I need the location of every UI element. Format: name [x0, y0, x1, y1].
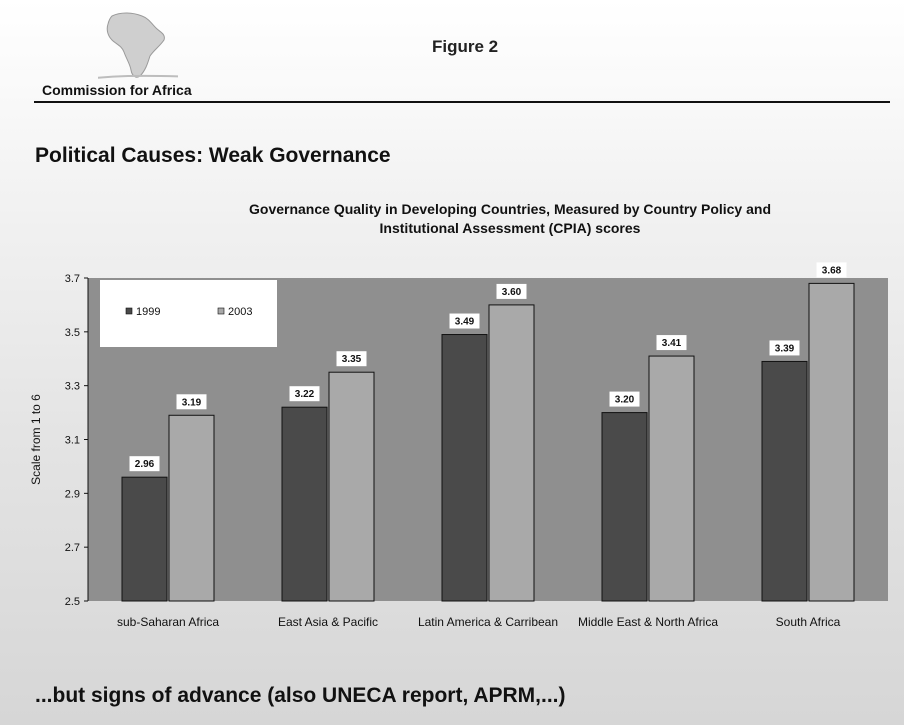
y-tick-label-5: 3.5	[65, 327, 80, 339]
bar-2003-3	[648, 355, 695, 602]
bar-1999-4	[761, 360, 808, 602]
data-label-box-2003-0	[176, 394, 207, 410]
legend-swatch-2003	[217, 307, 225, 315]
data-label-box-1999-2	[449, 313, 480, 329]
y-tick-label-2: 2.9	[65, 488, 80, 500]
data-label-1999-1: 3.22	[295, 389, 315, 400]
data-label-box-1999-1	[289, 386, 320, 402]
x-tick-label-3: Middle East & North Africa	[578, 615, 718, 629]
y-tick-label-4: 3.3	[65, 381, 80, 393]
data-label-box-2003-4	[816, 262, 847, 278]
data-label-box-2003-2	[496, 283, 527, 299]
header-divider	[34, 101, 890, 103]
data-label-box-2003-1	[336, 351, 367, 367]
data-label-2003-2: 3.60	[502, 287, 522, 298]
x-tick-label-4: South Africa	[776, 615, 841, 629]
bar-2003-1	[328, 371, 375, 602]
figure-label: Figure 2	[432, 37, 499, 56]
legend-label-2003: 2003	[228, 306, 252, 318]
data-label-1999-4: 3.39	[775, 343, 795, 354]
x-tick-label-1: East Asia & Pacific	[278, 615, 378, 629]
legend-label-1999: 1999	[136, 306, 160, 318]
y-tick-label-6: 3.7	[65, 273, 80, 285]
footer-text: ...but signs of advance (also UNECA repo…	[35, 684, 566, 707]
data-label-box-1999-4	[769, 340, 800, 356]
y-tick-label-1: 2.7	[65, 542, 80, 554]
bar-2003-0	[168, 414, 215, 602]
data-label-box-2003-3	[656, 335, 687, 351]
data-label-1999-0: 2.96	[135, 459, 155, 470]
chart-title-line-1: Governance Quality in Developing Countri…	[249, 201, 771, 217]
africa-map-icon	[98, 12, 178, 79]
data-label-2003-3: 3.41	[662, 338, 682, 349]
logo-text: Commission for Africa	[42, 82, 192, 98]
data-label-2003-0: 3.19	[182, 397, 202, 408]
data-label-box-1999-0	[129, 456, 160, 472]
bar-2003-4	[808, 282, 855, 602]
x-tick-label-2: Latin America & Carribean	[418, 615, 558, 629]
y-axis-label: Scale from 1 to 6	[29, 394, 43, 485]
y-tick-label-3: 3.1	[65, 435, 80, 447]
data-label-1999-3: 3.20	[615, 395, 635, 406]
chart-title: Governance Quality in Developing Countri…	[150, 200, 870, 238]
legend-swatch-1999	[125, 307, 133, 315]
bar-1999-2	[441, 334, 488, 602]
slide-title: Political Causes: Weak Governance	[35, 144, 391, 167]
commission-for-africa-logo: Commission for Africa	[34, 10, 234, 100]
data-label-1999-2: 3.49	[455, 317, 475, 328]
y-tick-label-0: 2.5	[65, 596, 80, 608]
x-tick-label-0: sub-Saharan Africa	[117, 615, 219, 629]
data-label-2003-1: 3.35	[342, 354, 362, 365]
chart-title-line-2: Institutional Assessment (CPIA) scores	[379, 220, 641, 236]
data-label-box-1999-3	[609, 391, 640, 407]
bar-1999-1	[281, 406, 328, 602]
bar-1999-3	[601, 412, 648, 602]
data-label-2003-4: 3.68	[822, 265, 842, 276]
bar-2003-2	[488, 304, 535, 602]
bar-1999-0	[121, 476, 168, 602]
